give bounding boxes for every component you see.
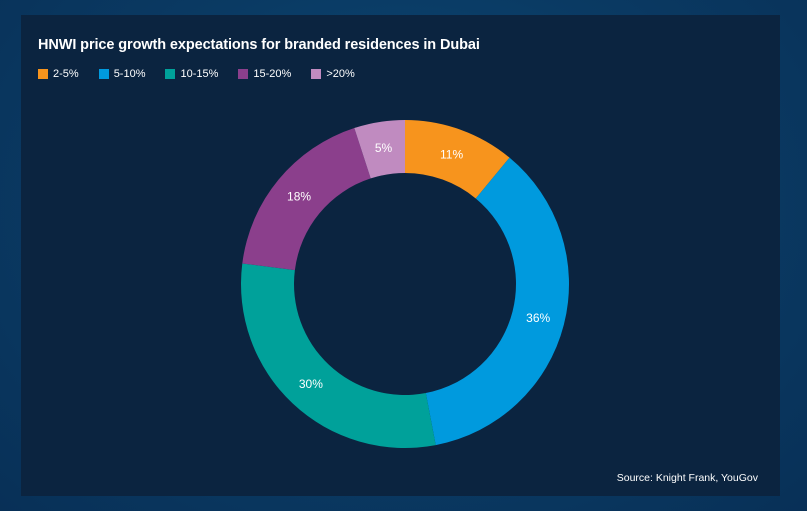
slice-data-label: 30% [299, 377, 323, 391]
legend-swatch [165, 69, 176, 79]
legend-label: 5-10% [113, 68, 146, 80]
chart-panel: HNWI price growth expectations for brand… [21, 15, 780, 496]
legend-item-10-15: 10-15% [165, 68, 218, 80]
slice-data-label: 11% [440, 148, 463, 162]
legend-label: 2-5% [53, 68, 79, 80]
legend-item-over-20: >20% [311, 68, 355, 80]
legend-item-15-20: 15-20% [238, 68, 291, 80]
legend-swatch [98, 69, 109, 79]
source-note: Source: Knight Frank, YouGov [616, 472, 758, 484]
donut-slice-5-10 [425, 157, 569, 446]
legend-swatch [311, 69, 322, 79]
legend-item-5-10: 5-10% [98, 68, 146, 80]
slice-data-label: 18% [287, 189, 311, 203]
legend-label: 10-15% [180, 68, 219, 80]
donut-chart: 11% 36% 30% 18% 5% [240, 120, 569, 448]
donut-slice-10-15 [240, 263, 436, 448]
legend-label: >20% [326, 68, 355, 80]
donut-slice-2-5 [405, 120, 510, 199]
donut-slice-20 [354, 120, 405, 179]
donut-slice-15-20 [242, 128, 371, 271]
slice-data-label: 36% [526, 311, 550, 325]
legend-label: 15-20% [253, 68, 292, 80]
legend-swatch [238, 69, 249, 79]
slice-data-label: 5% [375, 141, 393, 155]
chart-title: HNWI price growth expectations for brand… [38, 37, 480, 53]
chart-legend: 2-5% 5-10% 10-15% 15-20% >20% [38, 68, 375, 80]
legend-item-2-5: 2-5% [38, 68, 79, 80]
legend-swatch [38, 69, 48, 79]
